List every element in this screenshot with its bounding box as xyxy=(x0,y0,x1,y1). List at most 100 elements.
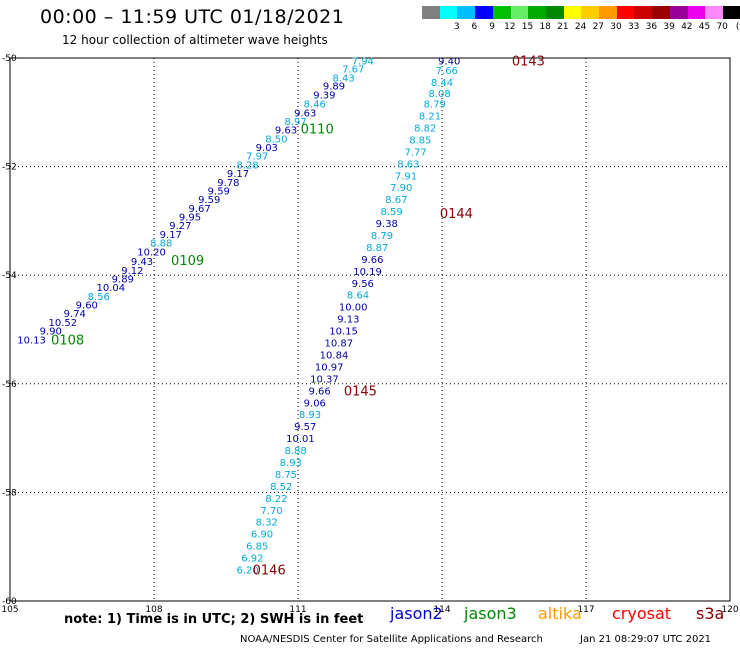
wave-height-value: 9.13 xyxy=(337,315,359,326)
wave-height-value: 8.82 xyxy=(414,124,436,135)
scale-swatch xyxy=(422,6,440,19)
scale-label: 45 xyxy=(698,22,711,32)
wave-height-value: 10.13 xyxy=(17,335,46,346)
wave-height-value: 9.03 xyxy=(256,143,278,154)
scale-label: 15 xyxy=(521,22,534,32)
scale-label: 70 xyxy=(716,22,728,32)
x-tick-label: 108 xyxy=(145,605,162,615)
wave-height-value: 9.12 xyxy=(121,266,143,277)
scale-swatch xyxy=(545,6,564,19)
wave-height-value: 9.66 xyxy=(361,255,383,266)
wave-height-value: 7.67 xyxy=(342,64,364,75)
wave-height-value: 8.64 xyxy=(347,291,369,302)
footer-credit: NOAA/NESDIS Center for Satellite Applica… xyxy=(240,634,543,645)
plot-frame xyxy=(9,57,731,602)
wave-height-value: 9.56 xyxy=(352,279,374,290)
wave-height-value: 6.20 xyxy=(236,566,258,577)
pass-number-label: 0143 xyxy=(512,55,545,70)
scale-label: 30 xyxy=(610,22,622,32)
scale-swatch xyxy=(492,6,511,19)
wave-height-value: 7.97 xyxy=(246,152,268,163)
scale-swatch xyxy=(616,6,635,19)
wave-height-value: 8.87 xyxy=(366,243,388,254)
x-tick-label: 105 xyxy=(1,605,18,615)
wave-height-value: 7.66 xyxy=(436,66,458,77)
wave-height-value: 9.39 xyxy=(313,90,335,101)
scale-label: 21 xyxy=(557,22,569,32)
scale-swatch xyxy=(634,6,653,19)
scale-label: 36 xyxy=(645,22,658,32)
wave-height-value: 9.63 xyxy=(294,108,316,119)
y-tick-label: -50 xyxy=(2,54,17,64)
scale-swatch xyxy=(475,6,494,19)
map-subtitle: 12 hour collection of altimeter wave hei… xyxy=(62,33,328,47)
wave-height-value: 8.75 xyxy=(275,470,297,481)
wave-height-value: 9.06 xyxy=(304,398,326,409)
wave-height-value: 9.66 xyxy=(308,386,330,397)
wave-height-value: 10.01 xyxy=(286,434,315,445)
scale-swatch xyxy=(722,6,740,19)
wave-height-value: 9.59 xyxy=(208,186,230,197)
wave-height-value: 9.38 xyxy=(376,219,398,230)
pass-number-label: 0146 xyxy=(253,564,286,579)
wave-height-value: 8.63 xyxy=(397,159,419,170)
wave-height-value: 9.43 xyxy=(131,257,153,268)
map-title: 00:00 – 11:59 UTC 01/18/2021 xyxy=(40,6,345,28)
wave-height-value: 10.15 xyxy=(329,327,358,338)
y-tick-label: -60 xyxy=(2,597,17,607)
scale-label: 9 xyxy=(489,22,495,32)
wave-height-value: 8.43 xyxy=(332,74,354,85)
scale-label: 33 xyxy=(627,22,640,32)
wave-height-value: 9.57 xyxy=(294,422,316,433)
wave-height-value: 9.67 xyxy=(188,204,210,215)
scale-swatch xyxy=(510,6,529,19)
wave-height-value: 9.40 xyxy=(438,57,460,68)
wave-height-value: 8.50 xyxy=(265,134,287,145)
wave-height-value: 9.74 xyxy=(64,309,86,320)
x-tick-label: 111 xyxy=(289,605,306,615)
wave-height-value: 8.79 xyxy=(371,231,393,242)
scale-swatch xyxy=(599,6,617,19)
wave-height-value: 9.90 xyxy=(40,327,62,338)
wave-height-value: 7.91 xyxy=(395,171,417,182)
x-tick-label: 114 xyxy=(433,605,450,615)
y-tick-label: -54 xyxy=(2,271,17,281)
scale-label: 18 xyxy=(539,22,551,32)
wave-height-value: 8.93 xyxy=(280,458,302,469)
y-tick-label: -52 xyxy=(2,163,17,173)
pass-number-label: 0108 xyxy=(51,333,84,348)
scale-swatch xyxy=(563,6,582,19)
scale-swatch xyxy=(528,6,547,19)
pass-number-label: 0145 xyxy=(344,384,377,399)
scale-swatch xyxy=(705,6,724,19)
scale-label: 6 xyxy=(471,22,478,32)
scale-swatch xyxy=(669,6,688,19)
wave-height-value: 9.59 xyxy=(198,195,220,206)
pass-number-label: 0144 xyxy=(440,207,473,222)
wave-height-value: 10.97 xyxy=(315,362,344,373)
wave-height-value: 7.90 xyxy=(390,183,412,194)
scale-swatch xyxy=(687,6,706,19)
scale-label: 12 xyxy=(504,22,516,32)
wave-height-value: 8.52 xyxy=(270,482,292,493)
wave-height-value: 8.59 xyxy=(380,207,402,218)
y-tick-label: -58 xyxy=(2,488,17,498)
scale-swatch xyxy=(652,6,671,19)
satellite-s3a: s3a xyxy=(696,604,725,623)
wave-height-value: 8.67 xyxy=(385,195,407,206)
wave-height-value: 6.85 xyxy=(246,542,268,553)
wave-height-value: 8.32 xyxy=(256,518,278,529)
pass-number-label: 0110 xyxy=(301,123,334,138)
note-text: note: 1) Time is in UTC; 2) SWH is in fe… xyxy=(64,612,364,627)
scale-label: 3 xyxy=(453,22,460,32)
satellite-jason3: jason3 xyxy=(464,604,517,623)
wave-height-value: 9.27 xyxy=(169,221,191,232)
wave-height-value: 10.52 xyxy=(48,318,77,329)
wave-height-value: 6.90 xyxy=(251,530,273,541)
footer-timestamp: Jan 21 08:29:07 UTC 2021 xyxy=(580,634,712,645)
wave-height-value: 7.94 xyxy=(352,57,374,68)
wave-height-value: 9.89 xyxy=(323,82,345,93)
wave-height-value: 9.89 xyxy=(112,274,134,285)
pass-number-label: 0109 xyxy=(171,254,204,269)
